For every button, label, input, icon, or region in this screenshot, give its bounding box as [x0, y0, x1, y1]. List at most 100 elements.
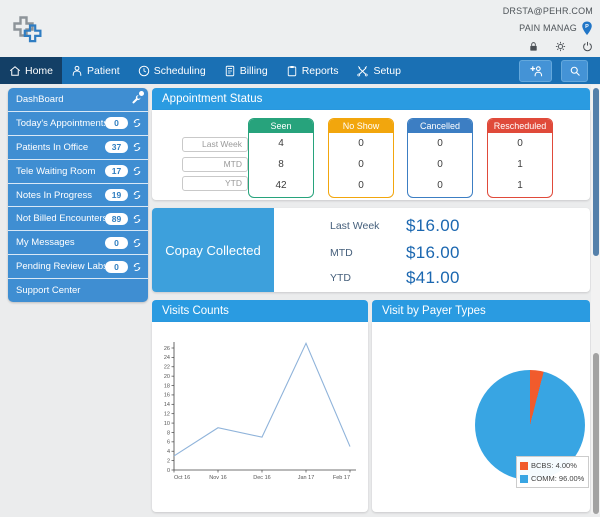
refresh-icon[interactable] [132, 262, 142, 272]
count-badge: 89 [105, 212, 128, 225]
status-value: 0 [358, 180, 364, 191]
refresh-icon[interactable] [132, 166, 142, 176]
appointment-status-header: Appointment Status [152, 88, 590, 110]
svg-text:24: 24 [164, 355, 170, 361]
nav-label: Scheduling [153, 64, 206, 77]
sidebar-item-label: Tele Waiting Room [16, 165, 96, 177]
refresh-icon[interactable] [132, 238, 142, 248]
status-card-title: No Show [329, 119, 393, 133]
visits-counts-body: 0 2 4 6 8 10 12 14 16 18 20 22 24 26 Oct 16 Nov 16 Dec 1… [152, 322, 368, 512]
sidebar-item-label: DashBoard [16, 93, 64, 105]
nav-item-reports[interactable]: Reports [277, 57, 348, 84]
search-icon [569, 65, 581, 77]
svg-text:Nov 16: Nov 16 [209, 475, 226, 481]
status-value: 1 [517, 159, 523, 170]
pie-legend: BCBS: 4.00% COMM: 96.00% [516, 456, 589, 488]
refresh-icon[interactable] [132, 142, 142, 152]
gear-icon[interactable] [555, 41, 566, 52]
sidebar-item-my-messages[interactable]: My Messages 0 [8, 231, 148, 256]
nav-item-billing[interactable]: Billing [215, 57, 277, 84]
sidebar-item-label: Not Billed Encounters [16, 213, 105, 225]
svg-text:6: 6 [167, 440, 170, 446]
copay-row-label: MTD [330, 247, 353, 259]
status-value: 1 [517, 180, 523, 191]
sidebar-item-label: My Messages [16, 237, 75, 249]
sidebar-item-tele-waiting-room[interactable]: Tele Waiting Room 17 [8, 160, 148, 184]
svg-text:18: 18 [164, 383, 170, 389]
sidebar-item-label: Support Center [16, 285, 81, 297]
lock-icon[interactable] [528, 41, 539, 52]
billing-icon [224, 65, 236, 77]
sidebar-item-patients-in-office[interactable]: Patients In Office 37 [8, 136, 148, 160]
status-value: 0 [437, 159, 443, 170]
tools-icon [356, 65, 369, 77]
nav-item-scheduling[interactable]: Scheduling [129, 57, 215, 84]
app-logo-cross-icon[interactable] [12, 15, 44, 49]
svg-text:14: 14 [164, 402, 170, 408]
add-patient-button[interactable] [519, 60, 552, 82]
sidebar-item-support-center[interactable]: Support Center [8, 279, 148, 302]
visits-counts-header: Visits Counts [152, 300, 368, 322]
status-card-title: Rescheduled [488, 119, 552, 133]
copay-row-label: YTD [330, 272, 351, 284]
refresh-icon[interactable] [132, 214, 142, 224]
svg-text:4: 4 [167, 449, 170, 455]
practice-name: PAIN MANAG [519, 23, 577, 33]
legend-swatch-bcbs [520, 461, 528, 470]
sidebar-item-not-billed-encounters[interactable]: Not Billed Encounters 89 [8, 207, 148, 232]
svg-text:22: 22 [164, 365, 170, 371]
nav-item-setup[interactable]: Setup [347, 57, 409, 84]
copay-amount: $16.00 [406, 243, 460, 262]
scrollbar-thumb-upper[interactable] [592, 88, 599, 256]
sidebar-item-dashboard[interactable]: DashBoard [8, 88, 148, 112]
nav-label: Home [25, 64, 54, 77]
refresh-icon[interactable] [132, 190, 142, 200]
status-value: 4 [278, 138, 284, 149]
sidebar-item-pending-review-labs[interactable]: Pending Review Labs 0 [8, 255, 148, 280]
power-icon[interactable] [582, 41, 593, 52]
tools-icon [131, 90, 144, 105]
status-card-rescheduled: Rescheduled 0 1 1 [487, 118, 553, 198]
refresh-icon[interactable] [132, 118, 142, 128]
panel-title: Appointment Status [162, 93, 263, 105]
row-label-last-week: Last Week [182, 137, 248, 152]
status-value: 0 [437, 180, 443, 191]
nav-item-home[interactable]: Home [0, 57, 63, 84]
scrollbar-thumb-lower[interactable] [592, 353, 599, 514]
nav-item-patient[interactable]: Patient [62, 57, 129, 84]
svg-text:20: 20 [164, 374, 170, 380]
sidebar-item-todays-appointments[interactable]: Today's Appointments 0 [8, 112, 148, 136]
nav-label: Billing [239, 64, 268, 77]
payer-types-header: Visit by Payer Types [372, 300, 590, 322]
add-patient-icon [527, 64, 545, 78]
patient-icon [71, 65, 83, 77]
nav-label: Setup [373, 64, 401, 77]
svg-text:12: 12 [164, 411, 170, 417]
practice-selector[interactable]: PAIN MANAG [503, 18, 593, 38]
row-label-ytd: YTD [182, 176, 248, 191]
svg-text:Feb 17: Feb 17 [333, 475, 350, 481]
count-badge: 17 [105, 165, 128, 178]
svg-text:Jan 17: Jan 17 [298, 475, 315, 481]
status-value: 0 [358, 138, 364, 149]
status-value: 42 [275, 180, 287, 191]
copay-row-label: Last Week [330, 220, 380, 232]
copay-amount: $41.00 [406, 268, 460, 287]
search-button[interactable] [561, 60, 588, 82]
legend-label: COMM: 96.00% [531, 474, 585, 483]
scrollbar-track[interactable] [591, 85, 600, 514]
sidebar-item-label: Today's Appointments [16, 117, 105, 129]
status-value: 0 [517, 138, 523, 149]
payer-types-body: BCBS: 4.00% COMM: 96.00% [372, 322, 590, 512]
panel-title: Visit by Payer Types [382, 305, 486, 317]
dashboard-sidebar: DashBoard Today's Appointments 0 Patient… [8, 88, 148, 302]
svg-text:Dec 16: Dec 16 [253, 475, 270, 481]
nav-label: Patient [87, 64, 120, 77]
count-badge: 0 [105, 260, 128, 273]
status-value: 0 [358, 159, 364, 170]
sidebar-item-notes-in-progress[interactable]: Notes In Progress 19 [8, 184, 148, 208]
svg-text:10: 10 [164, 421, 170, 427]
row-label-mtd: MTD [182, 157, 248, 172]
